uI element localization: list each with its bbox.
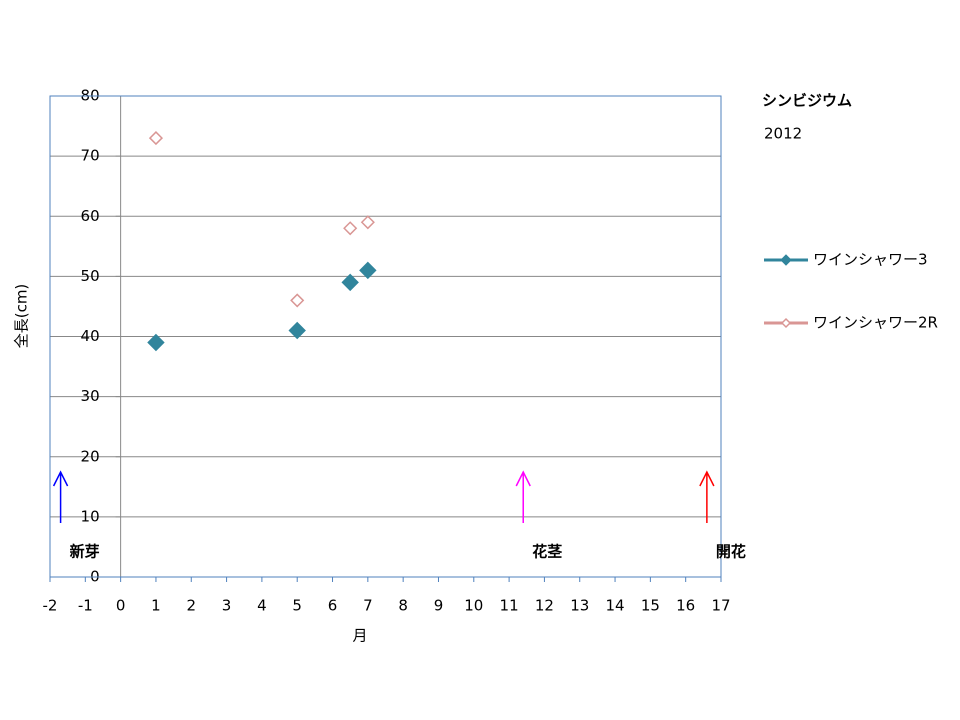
- x-tick-label: 1: [151, 597, 161, 615]
- x-tick-label: 15: [641, 597, 660, 615]
- x-tick-label: 12: [535, 597, 554, 615]
- x-tick-label: 6: [328, 597, 338, 615]
- y-tick-label: 40: [81, 327, 100, 345]
- x-tick-label: -1: [78, 597, 93, 615]
- x-tick-label: 11: [500, 597, 519, 615]
- x-axis-label: 月: [352, 627, 367, 645]
- annotation-label: 花茎: [532, 543, 562, 561]
- x-tick-label: 17: [711, 597, 730, 615]
- x-tick-label: 0: [116, 597, 126, 615]
- annotation-label: 開花: [716, 543, 746, 561]
- legend-label: ワインシャワー2R: [813, 314, 938, 332]
- legend-marker: [780, 317, 792, 329]
- chart-title: シンビジウム: [762, 92, 852, 110]
- y-tick-label: 60: [81, 207, 100, 225]
- marker: [288, 321, 306, 340]
- y-tick-label: 50: [81, 267, 100, 285]
- y-tick-label: 70: [81, 147, 100, 165]
- plot-border: [49, 95, 722, 578]
- x-tick-label: -2: [43, 597, 58, 615]
- annotation-arrow: [699, 470, 715, 523]
- y-tick-label: 20: [81, 447, 100, 465]
- marker: [359, 261, 377, 280]
- x-tick-label: 13: [570, 597, 589, 615]
- legend-marker: [780, 254, 792, 266]
- marker: [341, 273, 359, 292]
- marker: [147, 333, 165, 352]
- legend-label: ワインシャワー3: [813, 251, 928, 269]
- x-tick-label: 10: [464, 597, 483, 615]
- y-tick-label: 30: [81, 387, 100, 405]
- marker: [343, 221, 358, 236]
- x-tick-label: 9: [434, 597, 444, 615]
- chart-subtitle: 2012: [764, 125, 802, 143]
- x-tick-label: 14: [606, 597, 625, 615]
- x-tick-label: 4: [257, 597, 267, 615]
- x-tick-label: 16: [676, 597, 695, 615]
- x-tick-label: 3: [222, 597, 232, 615]
- annotation-arrow: [515, 470, 531, 523]
- annotation-label: 新芽: [70, 543, 100, 561]
- marker: [360, 215, 375, 230]
- y-tick-label: 10: [81, 507, 100, 525]
- y-axis-label: 全長(cm): [13, 284, 31, 349]
- x-tick-label: 7: [363, 597, 373, 615]
- x-tick-label: 5: [292, 597, 302, 615]
- annotation-arrow: [52, 470, 69, 523]
- x-tick-label: 8: [398, 597, 408, 615]
- x-tick-label: 2: [186, 597, 196, 615]
- marker: [148, 131, 164, 146]
- marker: [290, 293, 305, 308]
